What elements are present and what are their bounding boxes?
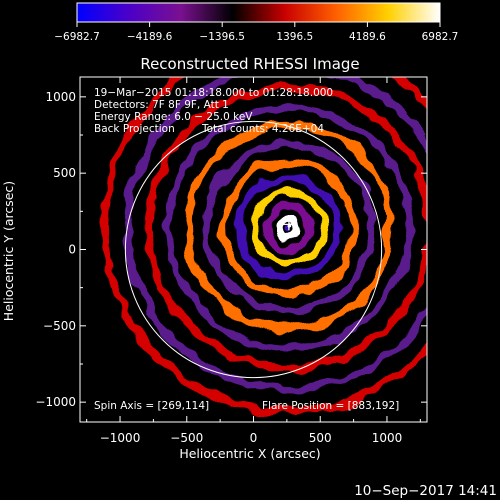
colorbar-tick-label: 6982.7 [422, 31, 459, 43]
colorbar-tick-label: −4189.6 [127, 31, 173, 43]
plot-area: 19−Mar−2015 01:18:18.000 to 01:28:18.000… [79, 76, 428, 423]
colorbar-gradient [76, 2, 441, 23]
y-tick-label: −500 [43, 319, 76, 333]
intensity-ring [202, 140, 376, 314]
y-tick-label: 1000 [45, 90, 76, 104]
x-tick-label: −500 [170, 431, 203, 445]
flare-position-label: Flare Position = [883,192] [262, 400, 399, 412]
intensity-ring [165, 103, 413, 352]
total-counts-label: Total counts: 4.26E+04 [201, 123, 324, 135]
energy-range-label: Energy Range: 6.0 − 25.0 keV [94, 111, 253, 123]
x-tick-label: 500 [309, 431, 332, 445]
y-tick-label: 500 [53, 166, 76, 180]
intensity-ring [263, 202, 314, 253]
flare-source-cross [282, 218, 295, 231]
intensity-ring [235, 174, 342, 281]
y-tick-label: −1000 [35, 395, 76, 409]
colorbar: −6982.7 −4189.6 −1396.5 1396.5 4189.6 6982.7 [54, 2, 458, 43]
method-label: Back Projection [94, 123, 175, 135]
x-tick-label: −1000 [100, 431, 141, 445]
footer-date: 10−Sep−2017 14:41 [354, 483, 497, 499]
x-axis-label: Heliocentric X (arcsec) [179, 446, 320, 461]
colorbar-tick-label: −6982.7 [54, 31, 100, 43]
spin-axis-label: Spin Axis = [269,114] [94, 400, 209, 412]
detectors-label: Detectors: 7F 8F 9F, Att 1 [94, 99, 229, 111]
colorbar-ticks: −6982.7 −4189.6 −1396.5 1396.5 4189.6 6982.7 [54, 22, 458, 43]
intensity-ring [145, 83, 427, 372]
colorbar-tick-label: −1396.5 [199, 31, 245, 43]
intensity-ring [250, 188, 328, 266]
intensity-ring [219, 158, 358, 297]
solar-limb-circle [124, 120, 383, 379]
intensity-ring [275, 214, 302, 241]
y-axis-ticks: −1000 −500 0 500 1000 [35, 90, 427, 409]
y-axis-label: Heliocentric Y (arcsec) [1, 181, 16, 321]
colorbar-tick-label: 4189.6 [349, 31, 386, 43]
y-tick-label: 0 [68, 243, 76, 257]
x-tick-label: 0 [250, 431, 258, 445]
colorbar-tick-label: 1396.5 [276, 31, 313, 43]
x-axis-ticks: −1000 −500 0 500 1000 [86, 77, 421, 445]
chart-title: Reconstructed RHESSI Image [140, 55, 359, 73]
intensity-ring [101, 77, 427, 416]
x-tick-label: 1000 [372, 431, 403, 445]
time-range-label: 19−Mar−2015 01:18:18.000 to 01:28:18.000 [94, 87, 333, 99]
